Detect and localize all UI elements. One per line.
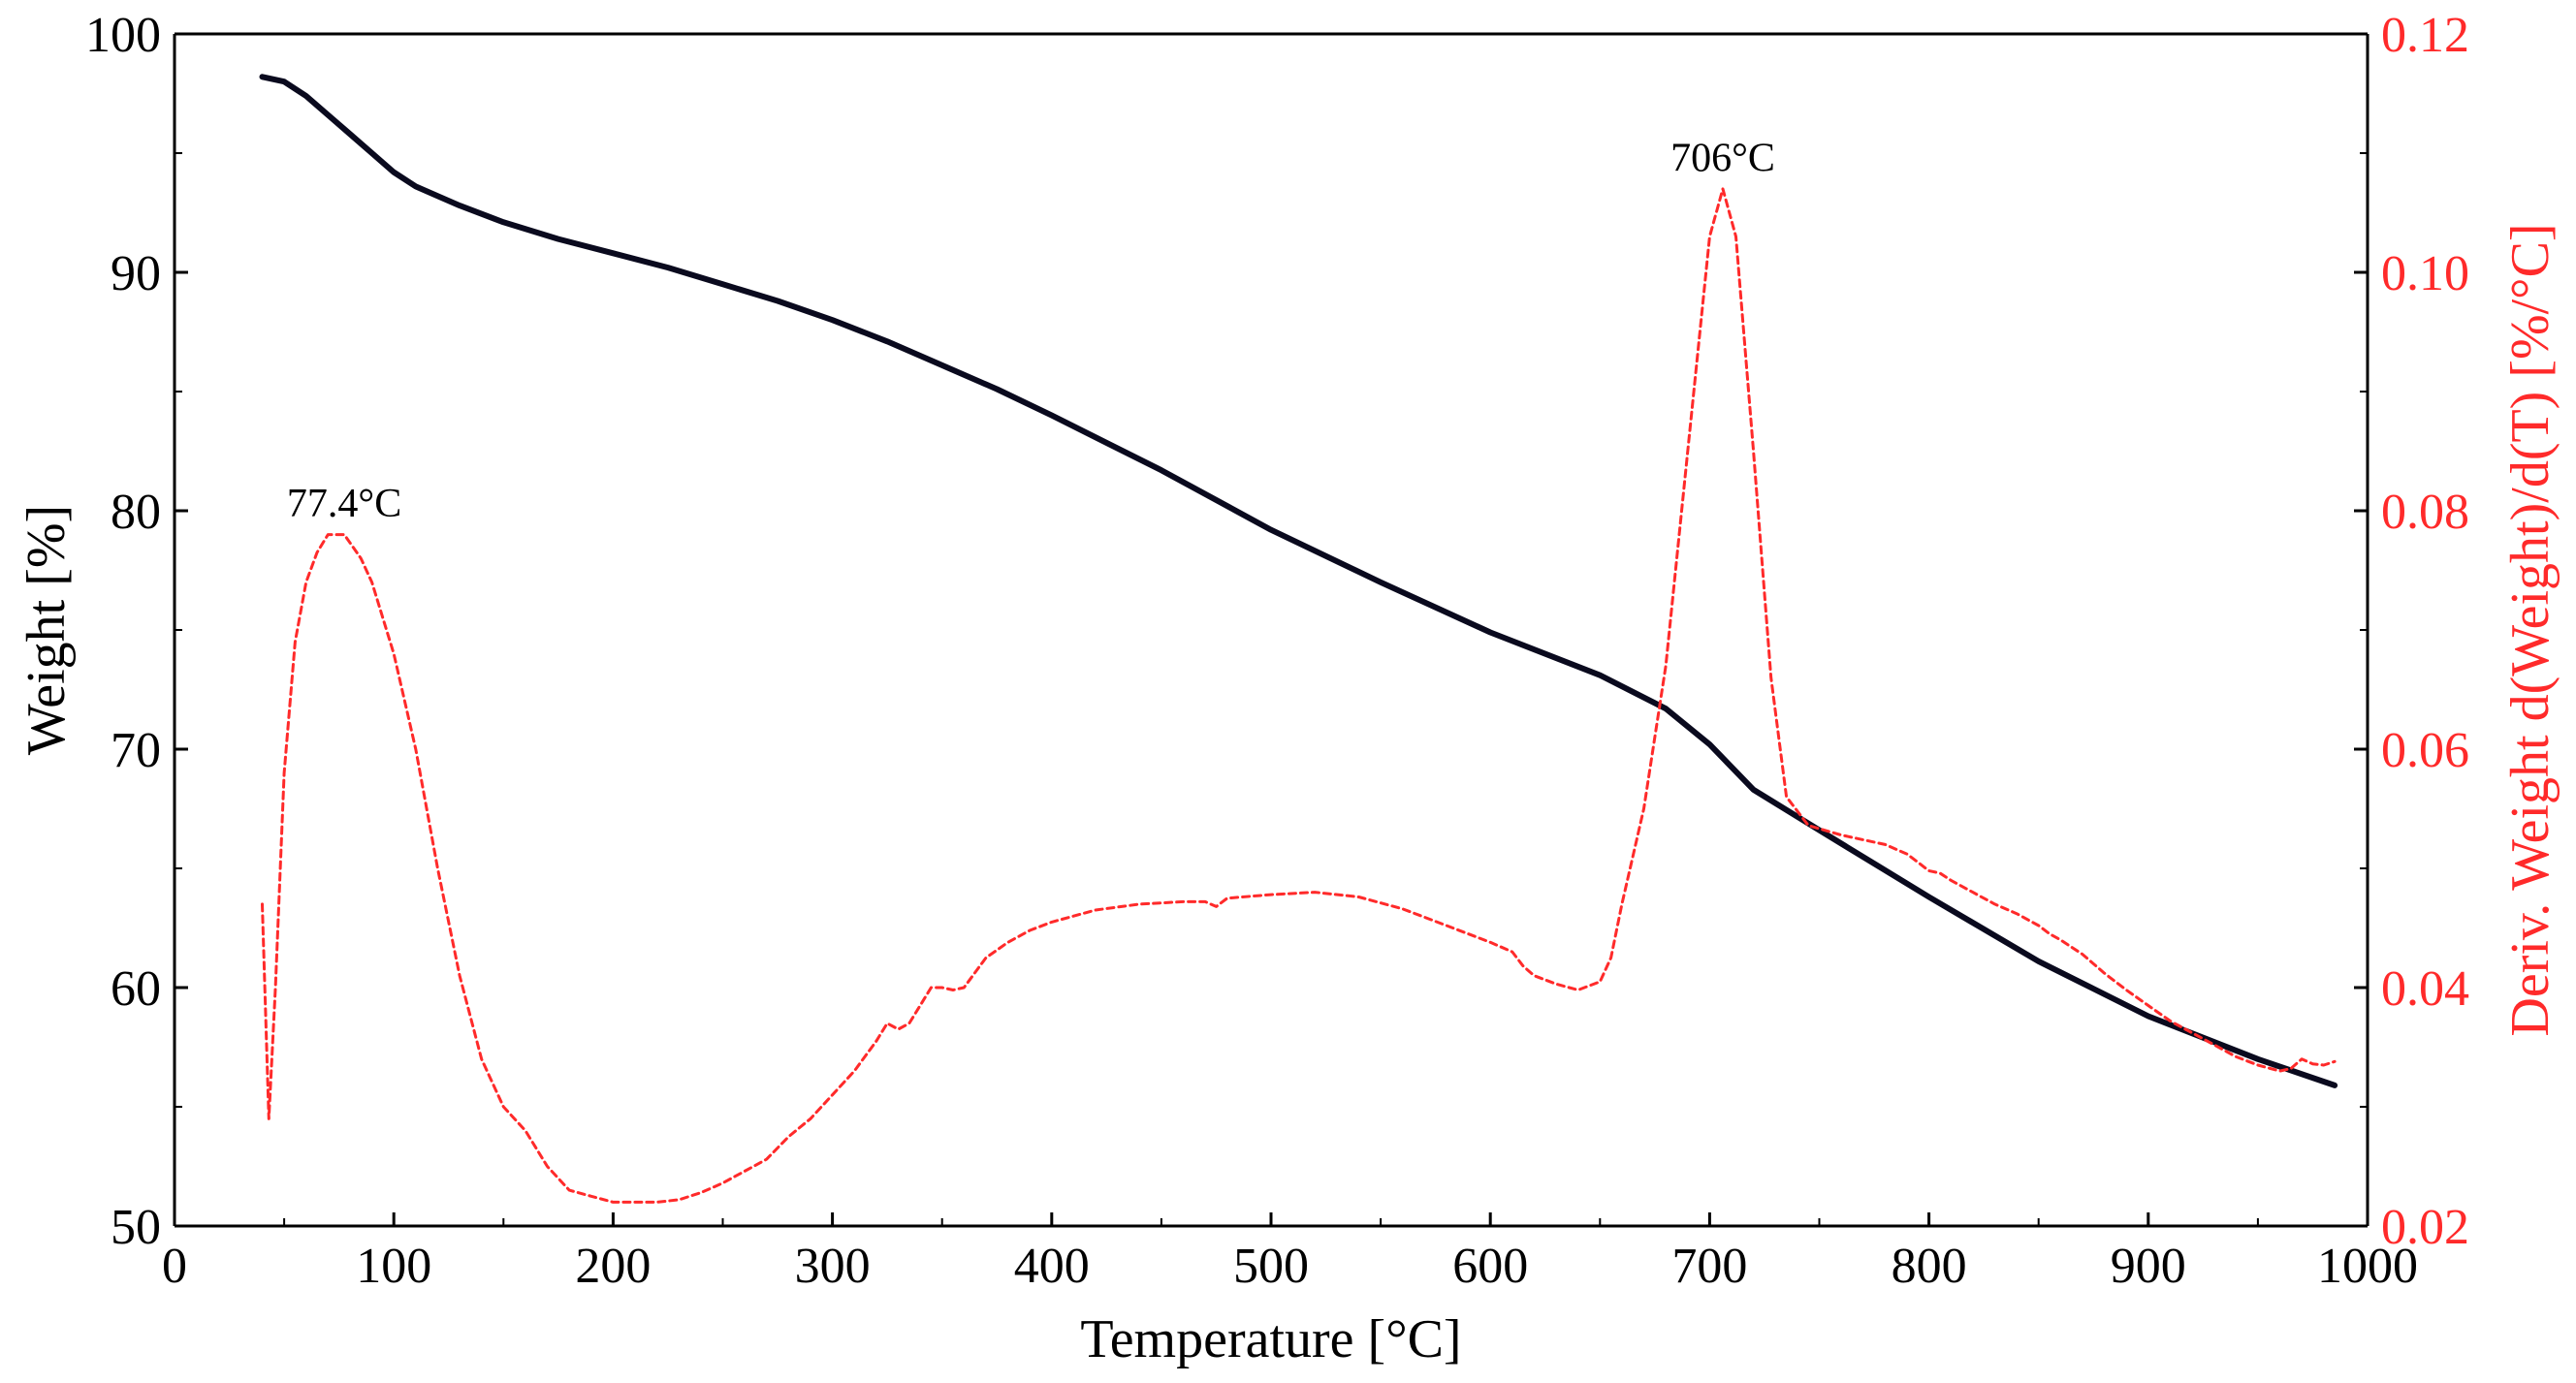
left-y-tick-label: 100 — [85, 8, 161, 63]
x-tick-label: 300 — [795, 1239, 871, 1294]
x-tick-label: 0 — [162, 1239, 187, 1294]
right-y-tick-label: 0.12 — [2381, 8, 2469, 63]
left-y-tick-label: 90 — [111, 246, 161, 301]
x-tick-label: 200 — [575, 1239, 651, 1294]
axes-group: 0 100 200 300 400 500 600 700 800 900 1000 50 60 70 80… — [85, 8, 2469, 1294]
right-y-tick-label: 0.04 — [2381, 961, 2469, 1017]
weight-line — [259, 74, 2338, 1088]
right-y-axis-title: Deriv. Weight d(Weight)/d(T) [%/°C] — [2500, 223, 2560, 1036]
x-axis-title: Temperature [°C] — [1080, 1309, 1461, 1369]
left-y-axis-title: Weight [%] — [16, 505, 77, 755]
left-y-tick-label: 60 — [111, 961, 161, 1017]
left-y-tick-label: 70 — [111, 723, 161, 778]
deriv-weight-line — [261, 187, 2337, 1204]
left-y-tick-label: 80 — [111, 485, 161, 540]
x-tick-label: 1000 — [2317, 1239, 2418, 1294]
x-tick-label: 100 — [356, 1239, 431, 1294]
peak-annotation: 77.4°C — [287, 482, 401, 526]
left-y-tick-label: 50 — [111, 1200, 161, 1255]
labels-group: Temperature [°C] Weight [%] Deriv. Weigh… — [16, 136, 2560, 1369]
x-tick-label: 700 — [1671, 1239, 1747, 1294]
peak-annotation: 706°C — [1670, 136, 1775, 180]
right-y-tick-label: 0.10 — [2381, 246, 2469, 301]
right-y-tick-label: 0.06 — [2381, 723, 2469, 778]
x-tick-label: 500 — [1233, 1239, 1309, 1294]
x-tick-label: 400 — [1014, 1239, 1090, 1294]
right-y-tick-label: 0.08 — [2381, 485, 2469, 540]
x-tick-label: 800 — [1892, 1239, 1967, 1294]
series-group — [259, 74, 2338, 1204]
right-y-tick-label: 0.02 — [2381, 1200, 2469, 1255]
x-tick-label: 900 — [2111, 1239, 2186, 1294]
x-tick-label: 600 — [1452, 1239, 1528, 1294]
